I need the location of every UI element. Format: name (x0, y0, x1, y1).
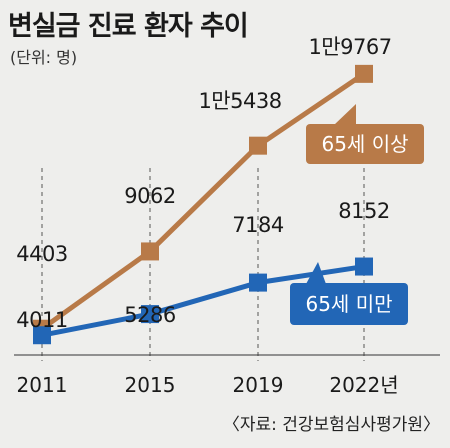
data-label-s1-0: 4011 (16, 308, 67, 332)
unit-note: (단위: 명) (10, 48, 78, 67)
data-label-s0-3: 1만9767 (308, 35, 391, 59)
source-note: 〈자료: 건강보험심사평가원〉 (222, 415, 440, 435)
data-label-s0-1: 9062 (124, 184, 175, 208)
data-label-s0-0: 4403 (16, 242, 67, 266)
data-point-s0-2 (249, 136, 267, 155)
data-point-s0-3 (355, 64, 373, 83)
data-label-s1-2: 7184 (232, 213, 284, 237)
x-tick-label-1: 2015 (125, 373, 176, 397)
series-line-0 (40, 71, 366, 331)
legend-over65-label: 65세 이상 (321, 132, 408, 156)
x-tick-label-2: 2019 (233, 373, 284, 397)
data-point-s1-1 (141, 305, 159, 324)
legend-over65-box (306, 124, 424, 164)
legend-under65-box (290, 283, 408, 325)
series-line-1 (41, 264, 365, 338)
data-label-s1-1: 5286 (124, 303, 176, 327)
x-tick-label-0: 2011 (17, 373, 68, 397)
legend-under65-label: 65세 미만 (305, 292, 392, 316)
data-point-s1-3 (355, 257, 373, 276)
data-point-s1-0 (33, 326, 51, 345)
legend-under65-tail (306, 262, 326, 284)
data-label-s0-2: 1만5438 (198, 89, 281, 113)
data-label-s1-3: 8152 (338, 199, 389, 223)
data-point-s0-1 (141, 242, 159, 261)
x-tick-label-3: 2022년 (329, 373, 398, 397)
data-point-s1-2 (249, 273, 267, 292)
legend-over65-tail (334, 104, 356, 125)
chart-title: 변실금 진료 환자 추이 (8, 11, 249, 42)
